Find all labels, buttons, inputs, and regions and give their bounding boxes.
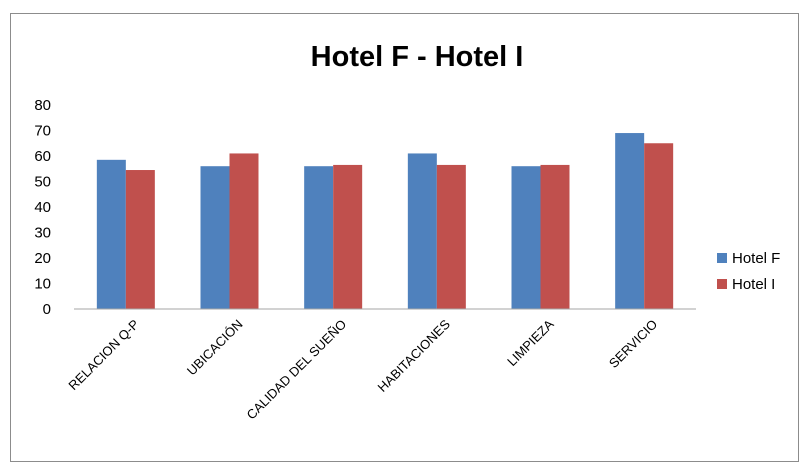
x-category-label: HABITACIONES bbox=[375, 316, 454, 395]
legend-swatch bbox=[717, 279, 727, 289]
bar-hotel-i bbox=[540, 164, 570, 309]
bar-hotel-f bbox=[200, 166, 230, 309]
bars-group bbox=[96, 133, 674, 309]
bar-hotel-f bbox=[96, 159, 126, 309]
bar-hotel-f bbox=[407, 153, 437, 309]
y-axis-ticks: 0 10 20 30 40 50 60 70 80 bbox=[34, 97, 51, 318]
y-tick-label: 70 bbox=[34, 123, 51, 140]
legend-swatch bbox=[717, 253, 727, 263]
chart-frame: Hotel F - Hotel I 0 10 20 30 40 50 60 70 80 RELA… bbox=[10, 13, 799, 462]
bar-hotel-f bbox=[304, 166, 334, 309]
bar-hotel-i bbox=[125, 170, 155, 309]
legend-label: Hotel F bbox=[732, 250, 780, 267]
y-tick-label: 20 bbox=[34, 250, 51, 267]
bar-hotel-f bbox=[615, 133, 645, 309]
bar-hotel-i bbox=[229, 153, 259, 309]
bar-hotel-f bbox=[511, 166, 541, 309]
bar-chart: Hotel F - Hotel I 0 10 20 30 40 50 60 70 80 RELA… bbox=[34, 41, 780, 422]
legend-label: Hotel I bbox=[732, 276, 775, 293]
y-tick-label: 60 bbox=[34, 148, 51, 165]
y-tick-label: 50 bbox=[34, 174, 51, 191]
y-tick-label: 0 bbox=[43, 301, 51, 318]
bar-hotel-i bbox=[333, 164, 363, 309]
y-tick-label: 80 bbox=[34, 97, 51, 114]
legend: Hotel F Hotel I bbox=[717, 250, 780, 293]
x-category-label: UBICACIÓN bbox=[184, 317, 246, 379]
y-tick-label: 30 bbox=[34, 225, 51, 242]
x-category-label: LIMPIEZA bbox=[504, 316, 557, 369]
chart-title: Hotel F - Hotel I bbox=[311, 41, 524, 73]
x-category-label: RELACION Q-P bbox=[65, 317, 142, 394]
y-tick-label: 10 bbox=[34, 276, 51, 293]
bar-hotel-i bbox=[436, 164, 466, 309]
bar-hotel-i bbox=[644, 143, 674, 309]
y-tick-label: 40 bbox=[34, 199, 51, 216]
x-category-label: SERVICIO bbox=[606, 317, 660, 371]
x-category-label: CALIDAD DEL SUEÑO bbox=[243, 317, 349, 423]
